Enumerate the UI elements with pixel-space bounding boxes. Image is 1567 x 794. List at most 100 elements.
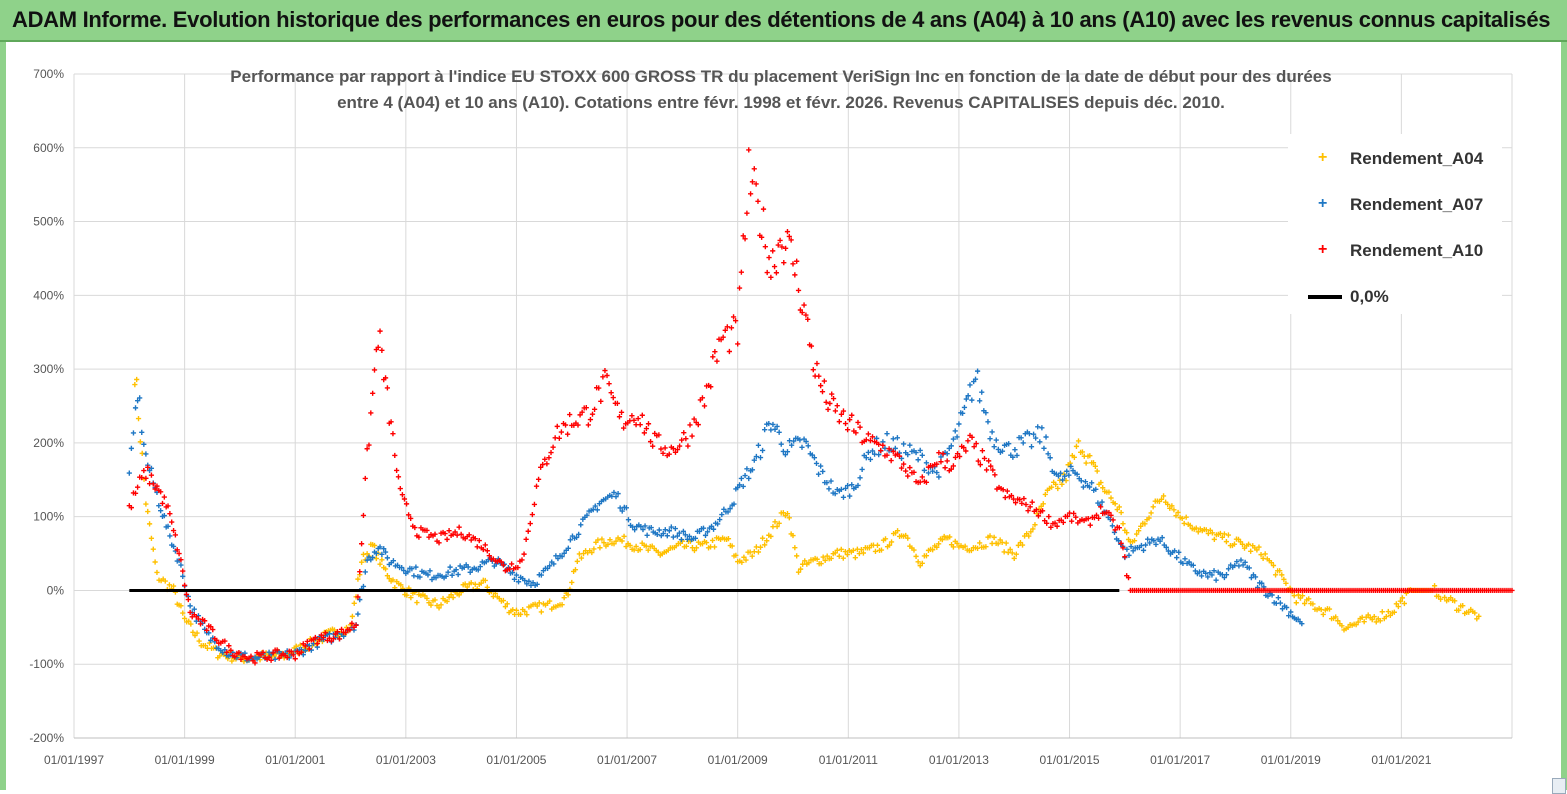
point-a10 <box>565 431 571 437</box>
point-a10 <box>836 419 842 425</box>
point-a04 <box>911 547 917 553</box>
resize-handle[interactable] <box>1552 778 1566 794</box>
x-tick-label: 01/01/2001 <box>265 753 325 767</box>
point-a10 <box>658 446 664 452</box>
point-a07 <box>156 503 162 509</box>
point-a04 <box>1399 595 1405 601</box>
point-a07 <box>759 447 766 454</box>
point-a04 <box>478 580 484 586</box>
point-a04 <box>1175 509 1181 516</box>
point-a07 <box>700 525 707 531</box>
point-a07 <box>1128 543 1134 550</box>
point-a07 <box>840 494 847 500</box>
point-a07 <box>1182 556 1188 562</box>
point-a07 <box>668 524 674 530</box>
legend-item-a07: + Rendement_A07 <box>1304 190 1483 220</box>
point-a07 <box>791 438 797 444</box>
point-a10 <box>509 561 515 567</box>
point-a10 <box>226 643 232 649</box>
point-a07 <box>355 611 361 617</box>
point-a10 <box>238 656 244 663</box>
point-a04 <box>414 600 420 606</box>
point-a04 <box>691 547 698 554</box>
point-a10 <box>869 434 876 440</box>
point-a07 <box>509 570 516 576</box>
point-a07 <box>1074 471 1080 477</box>
point-a07 <box>1174 555 1180 561</box>
point-a04 <box>991 534 997 540</box>
point-a07 <box>1068 463 1074 470</box>
y-tick-label: 400% <box>33 288 64 302</box>
point-a04 <box>792 545 798 551</box>
point-a07 <box>719 511 725 518</box>
point-a07 <box>956 421 962 427</box>
point-a10 <box>403 501 410 507</box>
point-a04 <box>424 595 430 602</box>
point-a07 <box>995 446 1001 453</box>
point-a07 <box>692 535 699 541</box>
legend-label-a04: Rendement_A04 <box>1350 149 1484 168</box>
point-a04 <box>1385 608 1391 615</box>
point-a07 <box>1037 439 1043 445</box>
point-a07 <box>672 525 678 532</box>
point-a07 <box>972 376 979 382</box>
point-a10 <box>816 373 822 379</box>
point-a10 <box>132 490 139 496</box>
point-a07 <box>1259 580 1265 586</box>
point-a07 <box>989 429 995 435</box>
point-a04 <box>559 602 565 608</box>
point-a10 <box>306 646 312 652</box>
legend-label-a07: Rendement_A07 <box>1350 195 1484 214</box>
point-a10 <box>660 450 666 456</box>
point-a07 <box>513 572 520 578</box>
point-a07 <box>905 451 911 458</box>
point-a10 <box>940 451 946 457</box>
point-a10 <box>401 496 408 502</box>
point-a07 <box>682 532 689 538</box>
point-a04 <box>180 610 186 616</box>
point-a10 <box>232 654 238 660</box>
point-a07 <box>805 443 811 449</box>
point-a10 <box>602 367 608 374</box>
point-a07 <box>923 460 930 466</box>
point-a04 <box>888 539 895 545</box>
point-a04 <box>1320 611 1326 618</box>
point-a04 <box>874 542 881 548</box>
point-a10 <box>531 501 538 507</box>
point-a10 <box>647 439 654 445</box>
point-a10 <box>360 512 367 519</box>
point-a07 <box>654 531 660 538</box>
point-a07 <box>863 455 869 461</box>
point-a04 <box>828 555 834 562</box>
point-a10 <box>406 512 412 518</box>
point-a04 <box>852 555 858 561</box>
point-a07 <box>789 442 795 448</box>
point-a04 <box>379 557 385 563</box>
point-a10 <box>388 419 394 425</box>
point-a04 <box>1131 538 1138 544</box>
point-a07 <box>1045 451 1051 457</box>
point-a10 <box>923 479 930 485</box>
point-a07 <box>534 581 540 587</box>
point-a04 <box>1397 598 1403 604</box>
y-tick-label: 700% <box>33 67 64 81</box>
point-a04 <box>1293 600 1299 606</box>
point-a10 <box>312 634 318 641</box>
point-a07 <box>130 430 137 436</box>
point-a04 <box>1165 501 1171 508</box>
point-a04 <box>954 540 960 547</box>
point-a10 <box>1122 554 1128 560</box>
point-a10 <box>1017 496 1023 503</box>
point-a10 <box>371 367 378 373</box>
point-a10 <box>666 451 672 457</box>
point-a07 <box>170 543 177 549</box>
point-a10 <box>629 413 635 419</box>
point-a07 <box>381 546 387 552</box>
point-a04 <box>132 382 138 388</box>
point-a04 <box>182 615 188 622</box>
point-a07 <box>360 583 367 590</box>
point-a10 <box>865 431 871 437</box>
point-a07 <box>925 470 932 476</box>
x-tick-label: 01/01/2005 <box>486 753 546 767</box>
point-a04 <box>655 549 661 555</box>
